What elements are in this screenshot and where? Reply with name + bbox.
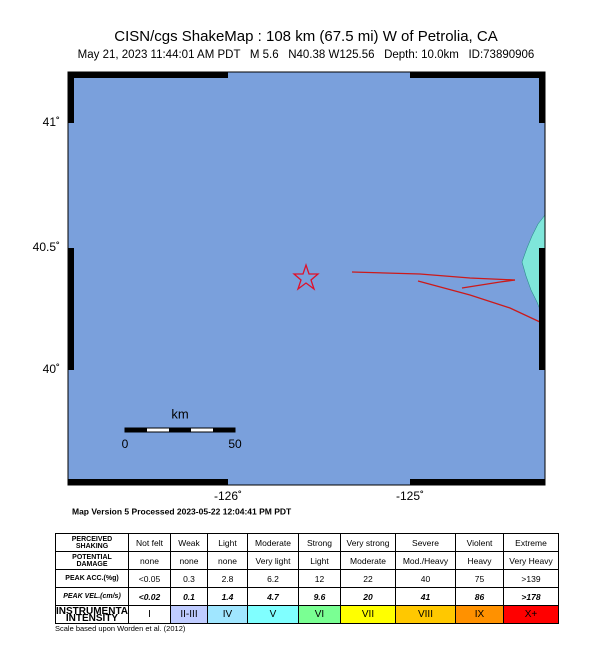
legend-cell: 9.6 <box>298 587 341 606</box>
legend-row: PERCEIVED SHAKING Not felt Weak Light Modera… <box>55 533 559 552</box>
legend-cell: VIII <box>395 605 456 624</box>
legend-cell: VI <box>298 605 341 624</box>
legend-row: POTENTIAL DAMAGE none none none Very light Li… <box>55 551 559 570</box>
frame <box>67 71 546 486</box>
row-header: POTENTIAL DAMAGE <box>55 551 129 570</box>
legend-cell: Moderate <box>247 533 299 552</box>
lat-label: 40˚ <box>43 362 60 376</box>
legend-cell: 6.2 <box>247 569 299 588</box>
scale-start: 0 <box>122 437 129 451</box>
legend-row: PEAK VEL.(cm/s) <0.02 0.1 1.4 4.7 9.6 20 41 86 >1… <box>55 587 559 606</box>
legend-cell: 75 <box>455 569 504 588</box>
footnote: Scale based upon Worden et al. (2012) <box>55 624 186 633</box>
legend-cell: Light <box>298 551 341 570</box>
legend-cell: 20 <box>340 587 396 606</box>
legend-cell: none <box>207 551 248 570</box>
legend-cell: Mod./Heavy <box>395 551 456 570</box>
legend-cell: Moderate <box>340 551 396 570</box>
lon-label: -126˚ <box>214 489 242 503</box>
legend-cell: Very light <box>247 551 299 570</box>
legend-cell: Extreme <box>503 533 559 552</box>
fault-line <box>461 279 516 289</box>
legend-cell: IX <box>455 605 504 624</box>
frame-segment <box>410 72 545 78</box>
map-version: Map Version 5 Processed 2023-05-22 12:04… <box>72 506 292 516</box>
legend-cell: 40 <box>395 569 456 588</box>
fault-line <box>351 271 516 281</box>
faults <box>351 271 541 323</box>
scale-bar-segment <box>169 428 191 432</box>
legend-cell: Very strong <box>340 533 396 552</box>
legend-cell: Heavy <box>455 551 504 570</box>
legend-cell: Weak <box>170 533 208 552</box>
legend-cell: 41 <box>395 587 456 606</box>
scale-bar-segment <box>125 428 147 432</box>
frame-segment <box>68 248 74 370</box>
legend-cell: <0.05 <box>128 569 171 588</box>
legend-cell: V <box>247 605 299 624</box>
frame-segment <box>68 72 228 78</box>
legend-cell: none <box>170 551 208 570</box>
ocean <box>68 72 545 485</box>
frame-segment <box>539 72 545 123</box>
legend-cell: 86 <box>455 587 504 606</box>
legend-cell: II-III <box>170 605 208 624</box>
row-header: PEAK ACC.(%g) <box>55 569 129 588</box>
legend-cell: <0.02 <box>128 587 171 606</box>
scale-bar-segment <box>213 428 235 432</box>
legend-cell: 22 <box>340 569 396 588</box>
scale-end: 50 <box>228 437 242 451</box>
legend-cell: 4.7 <box>247 587 299 606</box>
fault-line <box>417 280 541 323</box>
legend-cell: IV <box>207 605 248 624</box>
legend-row: INSTRUMENTAL INTENSITY I II-III IV V VI VII VII… <box>55 605 559 624</box>
legend-cell: Not felt <box>128 533 171 552</box>
frame-segment <box>410 479 545 485</box>
title: CISN/cgs ShakeMap : 108 km (67.5 mi) W o… <box>114 28 497 45</box>
legend-cell: Strong <box>298 533 341 552</box>
legend-cell: Very Heavy <box>503 551 559 570</box>
legend-cell: Light <box>207 533 248 552</box>
legend-cell: 0.1 <box>170 587 208 606</box>
legend-cell: X+ <box>503 605 559 624</box>
frame-segment <box>539 248 545 370</box>
legend-cell: 1.4 <box>207 587 248 606</box>
legend-cell: VII <box>340 605 396 624</box>
epicenter <box>292 262 320 291</box>
legend-cell: 12 <box>298 569 341 588</box>
legend-cell: 0.3 <box>170 569 208 588</box>
scale-unit: km <box>171 406 188 421</box>
legend-cell: >139 <box>503 569 559 588</box>
row-header: PEAK VEL.(cm/s) <box>55 587 129 606</box>
legend-cell: Severe <box>395 533 456 552</box>
row-header: PERCEIVED SHAKING <box>55 533 129 552</box>
map-figure: CISN/cgs ShakeMap : 108 km (67.5 mi) W o… <box>33 28 546 516</box>
frame-segment <box>68 72 74 123</box>
lon-label: -125˚ <box>396 489 424 503</box>
legend-cell: 2.8 <box>207 569 248 588</box>
legend-cell: Violent <box>455 533 504 552</box>
legend-cell: none <box>128 551 171 570</box>
lat-label: 41˚ <box>43 115 60 129</box>
lat-label: 40.5˚ <box>33 240 60 254</box>
legend-cell: >178 <box>503 587 559 606</box>
scale-bar: km 0 50 <box>122 406 242 451</box>
legend-cell: I <box>128 605 171 624</box>
legend-row: PEAK ACC.(%g) <0.05 0.3 2.8 6.2 12 22 40 75 >139 <box>55 569 559 588</box>
row-header: INSTRUMENTAL INTENSITY <box>55 605 129 624</box>
frame-segment <box>68 479 228 485</box>
subtitle: May 21, 2023 11:44:01 AM PDT M 5.6 N40.3… <box>78 49 535 61</box>
intensity-legend: PERCEIVED SHAKING Not felt Weak Light Modera… <box>55 533 559 624</box>
